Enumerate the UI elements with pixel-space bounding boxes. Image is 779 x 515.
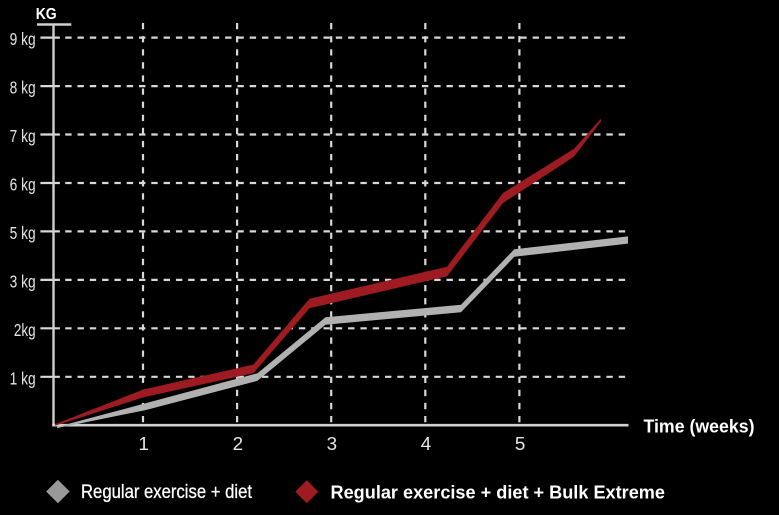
svg-text:2kg: 2kg [14, 320, 36, 340]
svg-text:5: 5 [515, 433, 525, 454]
svg-text:2: 2 [233, 433, 243, 454]
svg-text:Regular exercise + diet + Bulk: Regular exercise + diet + Bulk Extreme [331, 481, 666, 502]
svg-text:5 kg: 5 kg [10, 223, 36, 243]
svg-text:9 kg: 9 kg [10, 29, 36, 49]
svg-text:1: 1 [138, 433, 148, 454]
svg-text:3 kg: 3 kg [10, 271, 36, 291]
svg-text:Time (weeks): Time (weeks) [644, 416, 755, 436]
svg-text:Regular exercise + diet: Regular exercise + diet [81, 481, 252, 503]
svg-text:KG: KG [36, 6, 57, 23]
svg-text:3: 3 [327, 433, 337, 454]
svg-text:1 kg: 1 kg [10, 368, 36, 388]
svg-text:7 kg: 7 kg [10, 126, 36, 146]
svg-text:4: 4 [421, 433, 431, 454]
svg-text:8 kg: 8 kg [10, 78, 36, 98]
svg-text:6 kg: 6 kg [10, 174, 36, 194]
